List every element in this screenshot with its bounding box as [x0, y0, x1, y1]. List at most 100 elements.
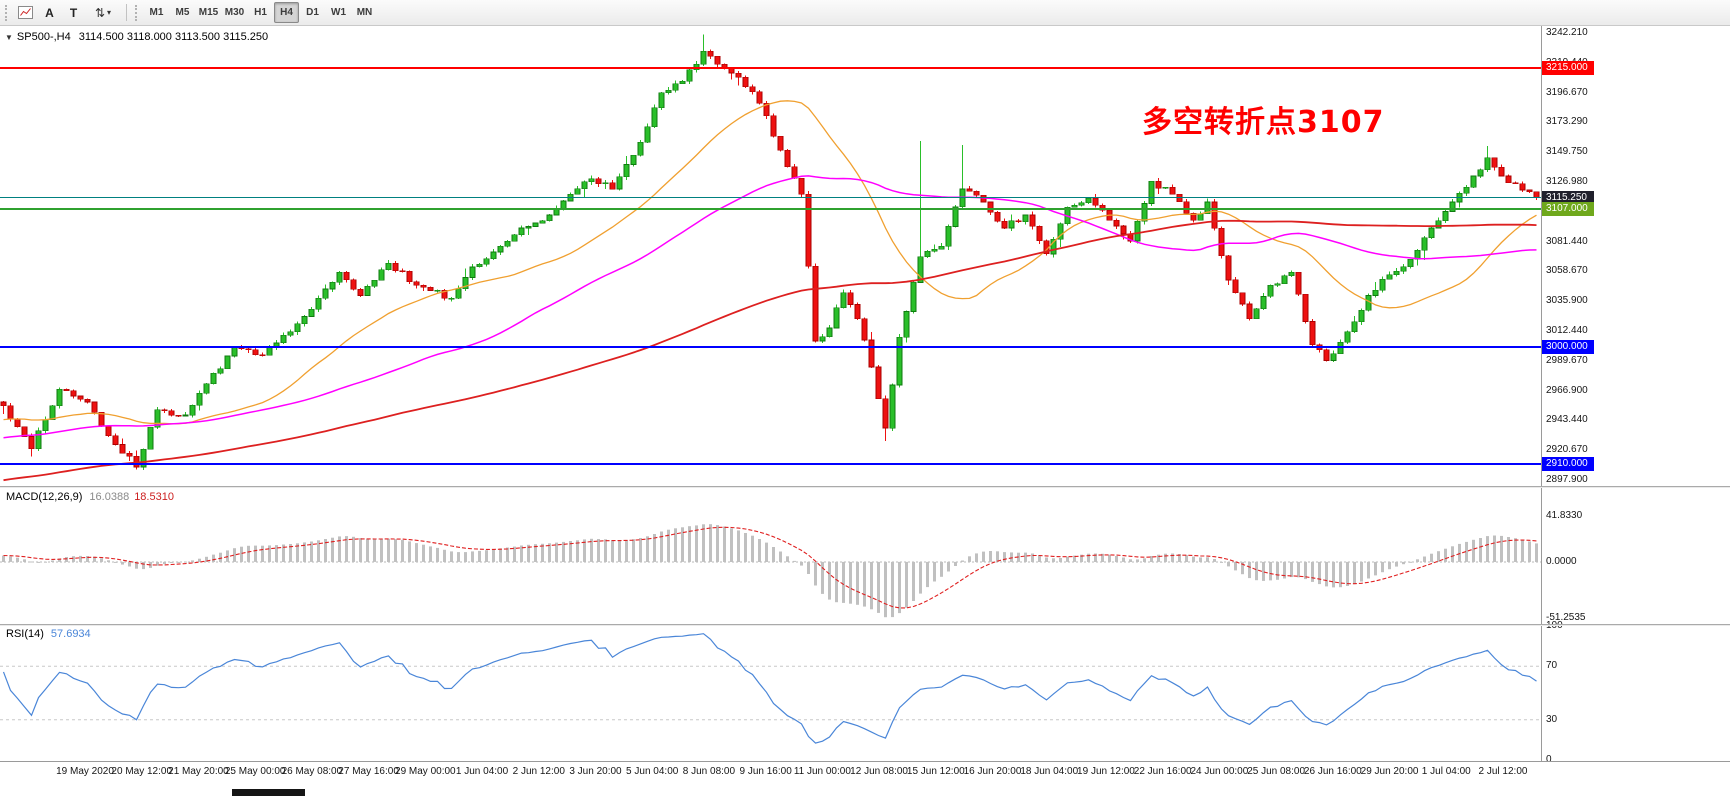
price-axis-label: 2989.670: [1546, 354, 1588, 366]
toolbar-button-t[interactable]: T: [62, 2, 85, 23]
ohlc-values: 3114.500 3118.000 3113.500 3115.250: [78, 31, 269, 43]
symbol-cycle-dropdown[interactable]: ⇅ ▾: [86, 2, 120, 23]
date-label: 29 Jun 20:00: [1360, 766, 1419, 777]
price-axis-label: 3058.670: [1546, 265, 1588, 277]
rsi-value: 57.6934: [50, 628, 91, 640]
price-tag-3115.250: 3115.250: [1542, 190, 1594, 205]
price-axis-label: 2943.440: [1546, 414, 1588, 426]
price-axis-label: 3126.980: [1546, 175, 1588, 187]
price-axis-label: 2897.900: [1546, 474, 1588, 486]
price-tag-3107.000: 3107.000: [1542, 201, 1594, 216]
date-label: 15 Jun 12:00: [906, 766, 965, 777]
price-axis-label: 3035.900: [1546, 295, 1588, 307]
moving-averages: [3, 100, 1537, 482]
rsi-axis-label: 100: [1546, 621, 1563, 631]
date-label: 5 Jun 04:00: [626, 766, 679, 777]
hline-3107.000[interactable]: [0, 207, 1541, 210]
date-label: 19 Jun 12:00: [1077, 766, 1135, 777]
dropdown-caret-icon: ▾: [107, 8, 112, 17]
date-label: 25 Jun 08:00: [1247, 766, 1306, 777]
date-label: 1 Jun 04:00: [455, 766, 509, 777]
toolbar-button-a[interactable]: A: [38, 2, 61, 23]
date-label: 1 Jul 04:00: [1421, 766, 1471, 777]
date-label: 16 Jun 20:00: [963, 766, 1022, 777]
date-label: 24 Jun 00:00: [1190, 766, 1249, 777]
price-axis-label: 3012.440: [1546, 325, 1588, 337]
price-axis-label: 3149.750: [1546, 146, 1588, 158]
price-tag-3000.000: 3000.000: [1542, 340, 1594, 355]
tf-button-d1[interactable]: D1: [300, 2, 325, 23]
timeframe-toolbar-grip[interactable]: [135, 4, 139, 21]
rsi-axis-label: 0: [1546, 754, 1552, 765]
price-axis-label: 3081.440: [1546, 235, 1588, 247]
price-axis-label: 2920.670: [1546, 444, 1588, 456]
date-label: 9 Jun 16:00: [739, 766, 792, 777]
date-label: 26 May 08:00: [281, 766, 343, 777]
date-label: 25 May 00:00: [224, 766, 286, 777]
charts-toolbar: A T ⇅ ▾ M1 M5 M15 M30 H1 H4 D1 W1 MN: [0, 0, 1730, 26]
symbol-title: SP500-,H4: [16, 31, 71, 43]
date-label: 18 Jun 04:00: [1020, 766, 1079, 777]
date-label: 26 Jun 16:00: [1303, 766, 1362, 777]
price-axis-label: 3242.210: [1546, 26, 1588, 38]
tf-button-m1[interactable]: M1: [144, 2, 169, 23]
price-scale-border: [1541, 26, 1542, 761]
price-tag-2910.000: 2910.000: [1542, 457, 1594, 472]
rsi-axis-label: 30: [1546, 713, 1558, 725]
tf-button-w1[interactable]: W1: [326, 2, 351, 23]
bottom-black-strip: [232, 789, 305, 796]
panel-separator-rsi[interactable]: [0, 624, 1730, 626]
new-chart-button[interactable]: [14, 2, 37, 23]
tf-button-m15[interactable]: M15: [196, 2, 221, 23]
macd-value-signal: 18.5310: [134, 491, 174, 503]
price-tag-3215.000: 3215.000: [1542, 61, 1594, 76]
hline-3000.000[interactable]: [0, 346, 1541, 349]
price-axis-label: 3173.290: [1546, 116, 1588, 128]
tf-button-mn[interactable]: MN: [352, 2, 377, 23]
panel-separator-macd[interactable]: [0, 486, 1730, 488]
rsi-label: RSI(14): [6, 628, 44, 640]
tf-button-m5[interactable]: M5: [170, 2, 195, 23]
rsi-indicator-label: RSI(14) 57.6934: [6, 628, 91, 640]
rsi-plot: [0, 633, 1541, 744]
date-label: 22 Jun 16:00: [1133, 766, 1192, 777]
date-label: 27 May 16:00: [338, 766, 399, 777]
hline-3115.250[interactable]: [0, 197, 1541, 199]
macd-label: MACD(12,26,9): [6, 491, 83, 503]
date-label: 3 Jun 20:00: [569, 766, 622, 777]
date-label: 2 Jun 12:00: [512, 766, 565, 777]
time-scale-border: [0, 761, 1730, 762]
symbol-ohlc-line: ▼ SP500-,H4 3114.500 3118.000 3113.500 311…: [5, 31, 268, 43]
macd-axis-label: 0.0000: [1546, 555, 1577, 567]
cycle-arrows-icon: ⇅: [94, 5, 106, 20]
annotation-text: 多空转折点3107: [1142, 105, 1385, 140]
date-label: 19 May 2020: [56, 766, 114, 777]
macd-value-main: 16.0388: [89, 491, 130, 503]
tf-button-h4[interactable]: H4: [274, 2, 299, 23]
tf-button-m30[interactable]: M30: [222, 2, 247, 23]
macd-axis-label: 41.8330: [1546, 510, 1583, 522]
tf-button-h1[interactable]: H1: [248, 2, 273, 23]
date-label: 2 Jul 12:00: [1478, 766, 1528, 777]
macd-axis-label: -51.2535: [1546, 611, 1586, 623]
line-chart-icon: [18, 6, 33, 19]
toolbar-grip[interactable]: [5, 4, 9, 21]
hline-3215.000[interactable]: [0, 67, 1541, 70]
symbol-collapse-icon[interactable]: ▼: [5, 33, 13, 42]
date-label: 21 May 20:00: [168, 766, 229, 777]
rsi-axis-label: 70: [1546, 660, 1558, 672]
date-label: 11 Jun 00:00: [793, 766, 851, 777]
macd-indicator-label: MACD(12,26,9) 16.0388 18.5310: [6, 491, 174, 503]
timeframe-toolbar: M1 M5 M15 M30 H1 H4 D1 W1 MN: [144, 2, 377, 23]
date-label: 29 May 00:00: [395, 766, 456, 777]
date-label: 12 Jun 08:00: [850, 766, 908, 777]
candlesticks: [0, 34, 1540, 470]
macd-plot: [0, 524, 1541, 618]
toolbar-separator: [126, 4, 127, 21]
hline-2910.000[interactable]: [0, 463, 1541, 466]
date-label: 8 Jun 08:00: [682, 766, 736, 777]
